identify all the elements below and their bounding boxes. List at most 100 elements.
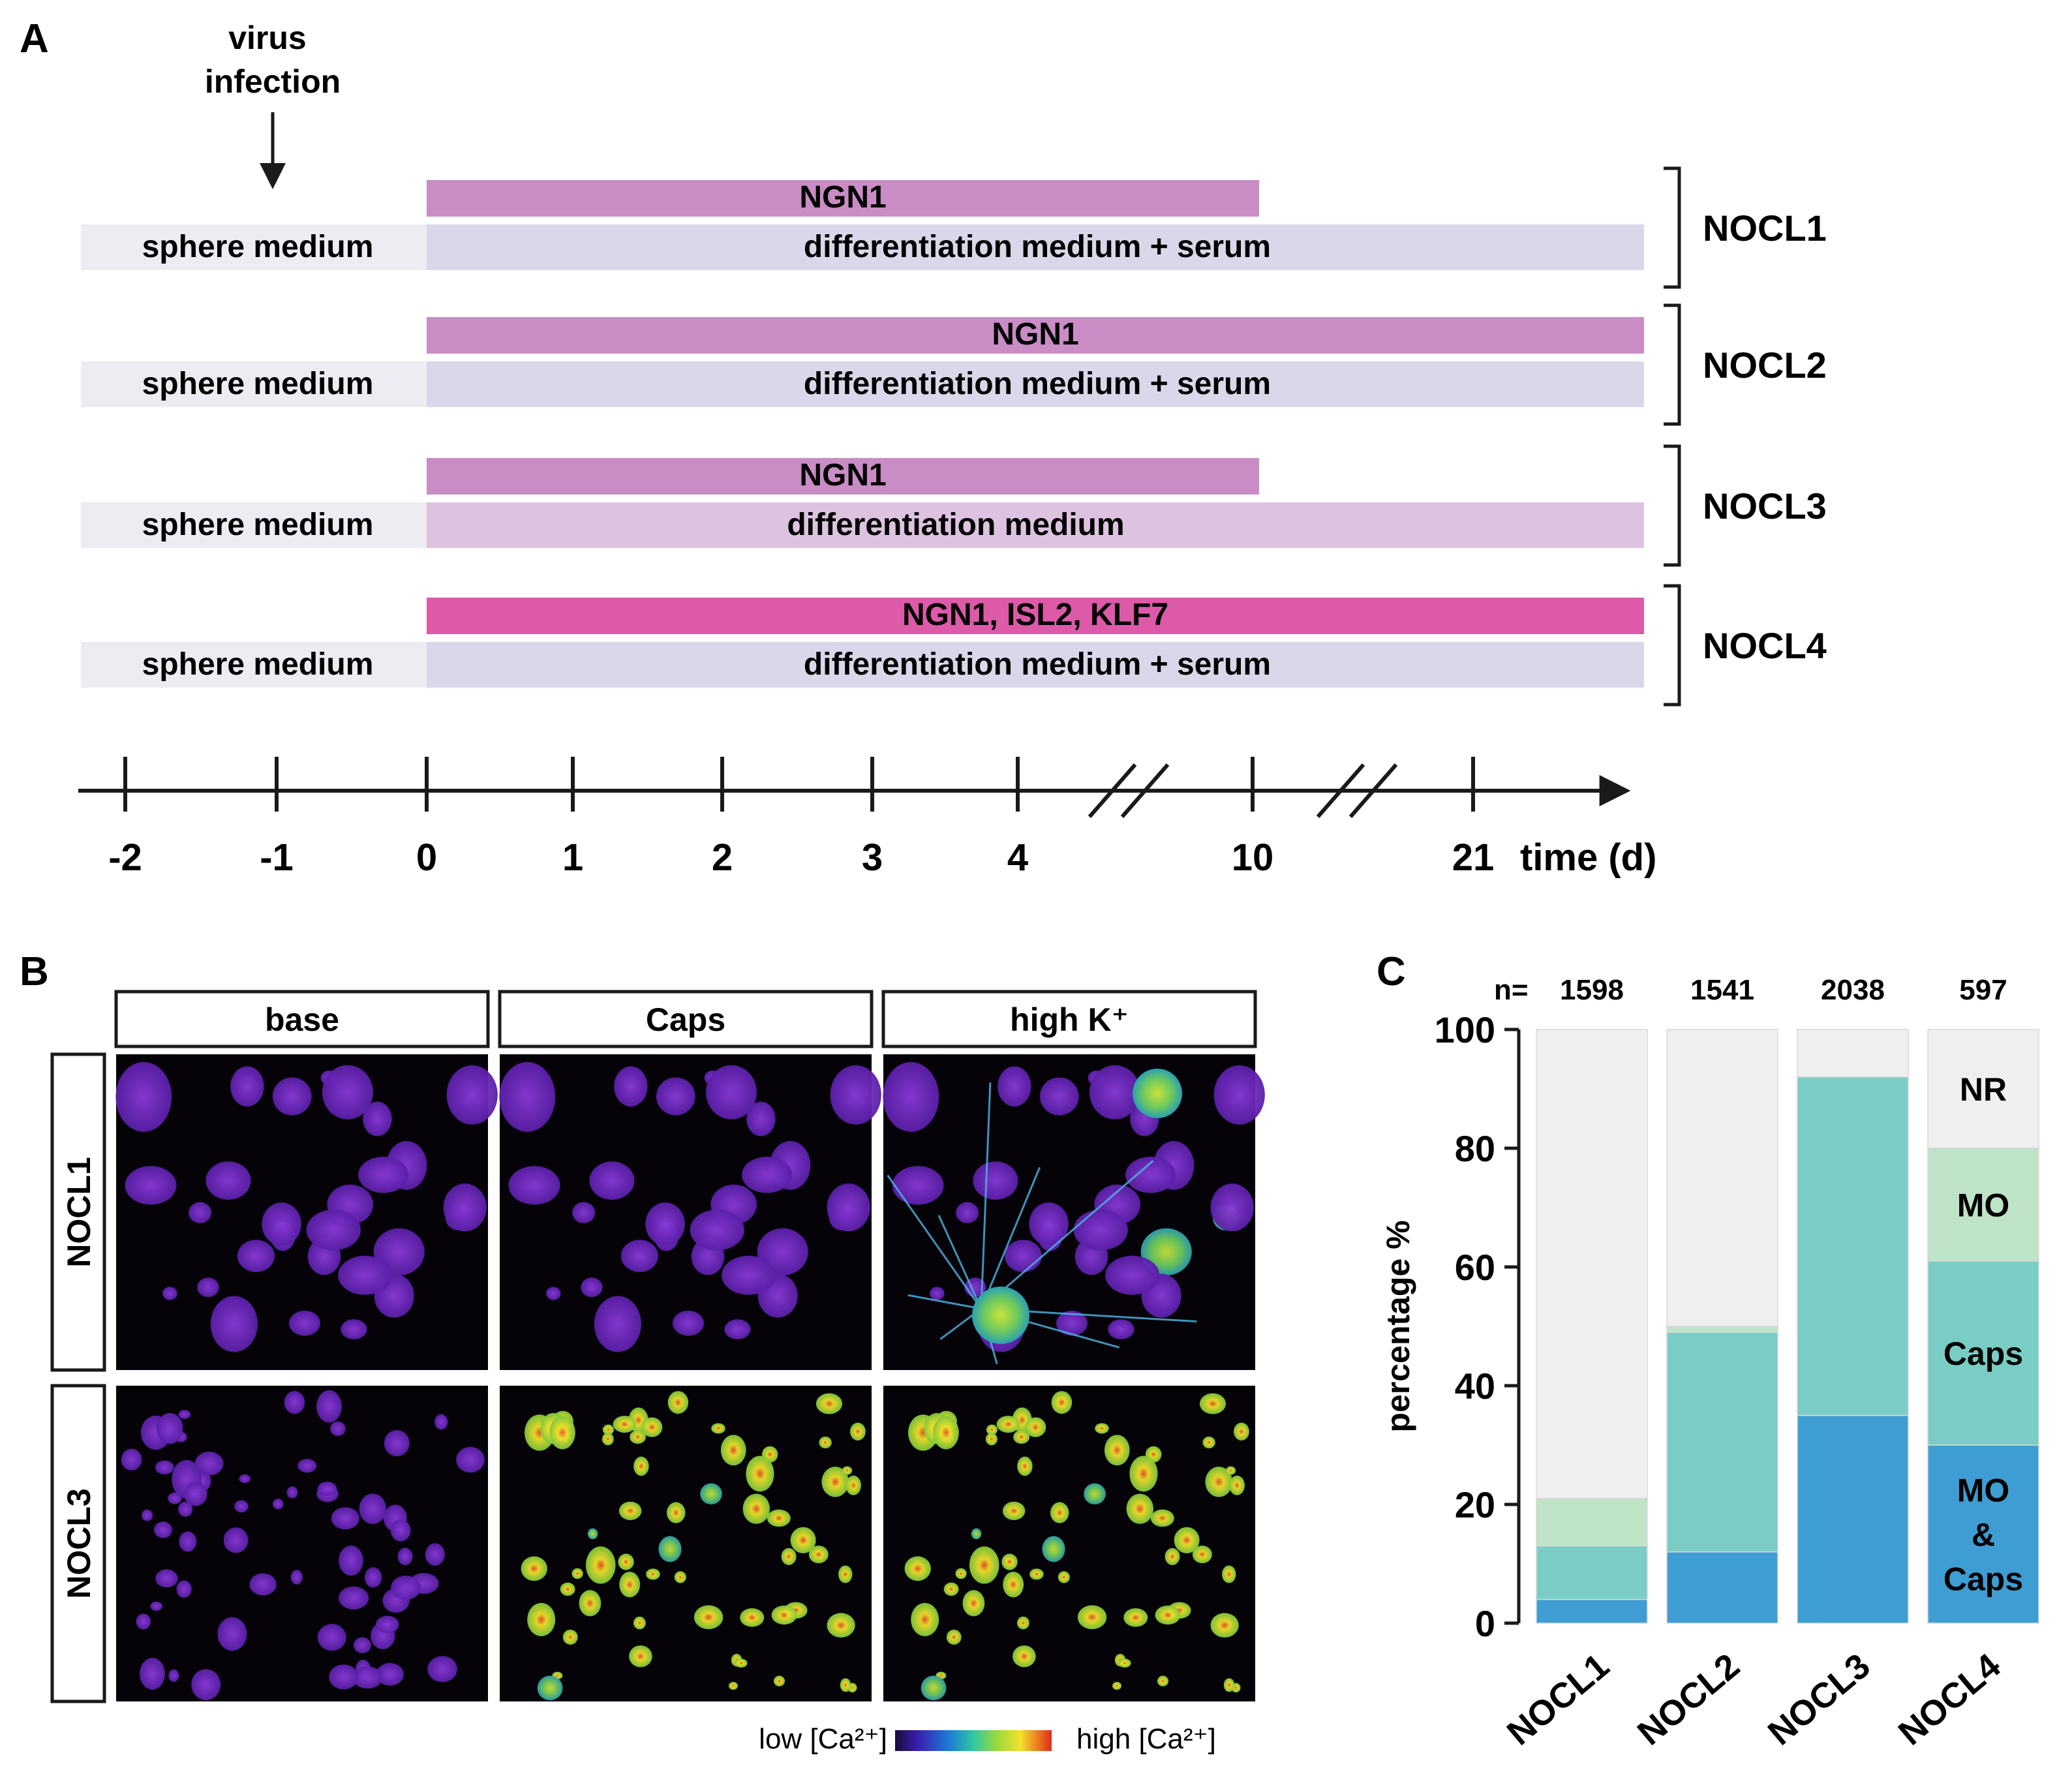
group-bracket [1664,584,1681,707]
factor-bar [427,180,1259,217]
protocol-row-nocl4: NGN1, ISL2, KLF7 sphere medium differentia… [81,584,1827,707]
bar-segment-caps [1666,1332,1778,1553]
timeline-tick-label: 3 [862,836,883,879]
sphere-medium-bar [81,502,427,548]
bar-nocl4: MO & Caps Caps MO NR [1927,1029,2039,1624]
bar-segment-mo [1536,1498,1648,1547]
row-header-label: NOCL1 [61,1157,97,1267]
calcium-image-nocl1-1 [499,1054,881,1370]
column-header-box [498,990,874,1048]
bar-segment-nr [1797,1029,1909,1078]
bar-segment-nr [1536,1029,1648,1499]
x-tick-label: NOCL1 [1500,1646,1617,1753]
sphere-medium-label: sphere medium [142,508,374,542]
column-header-box [881,990,1257,1048]
column-header-box [114,990,490,1048]
protocol-row-nocl2: NGN1 sphere medium differentiation medium … [81,303,1827,426]
protocol-row-nocl3: NGN1 sphere medium differentiation medium N… [81,444,1827,567]
bar-segment-mo [1666,1326,1778,1333]
differentiation-medium-label: differentiation medium + serum [804,230,1271,264]
segment-label: Caps [1943,1561,2023,1598]
timeline-tick-label: 0 [416,836,437,879]
n-value: 1598 [1560,974,1624,1006]
sphere-medium-bar [81,224,427,270]
sphere-medium-label: sphere medium [142,367,374,401]
differentiation-medium-bar [427,361,1644,407]
factor-bar [427,598,1644,634]
factor-label: NGN1 [992,317,1078,352]
group-label: NOCL3 [1703,485,1827,526]
x-tick-label: NOCL4 [1891,1646,2008,1753]
calcium-image-nocl3-2 [883,1386,1255,1701]
axis-break-mark [1316,763,1365,818]
panel-b: B base Caps high K⁺ NOCL1 NOCL3 low [Ca²⁺] h… [20,949,1265,1755]
bar-segment-mo [1927,1148,2039,1262]
sphere-medium-label: sphere medium [142,230,374,264]
protocol-row-nocl1: NGN1 sphere medium differentiation medium … [81,166,1827,289]
colorbar-low-label: low [Ca²⁺] [759,1723,887,1755]
calcium-image-nocl3-1 [500,1386,872,1701]
time-axis-unit: time (d) [1520,836,1656,879]
timeline-tick-label: 10 [1232,836,1274,879]
factor-label: NGN1 [799,458,886,493]
bar-segment-nr [1927,1029,2039,1149]
differentiation-medium-bar [427,502,1644,548]
axis-break-mark [1120,763,1170,818]
sphere-medium-label: sphere medium [142,647,374,682]
timeline-tick-label: 1 [562,836,583,879]
bar-segment-mo-caps [1666,1551,1778,1624]
bar-nocl3 [1797,1029,1909,1624]
group-bracket [1664,444,1681,567]
differentiation-medium-bar [427,642,1644,688]
bar-nocl2 [1666,1029,1778,1624]
y-tick-label: 60 [1455,1247,1495,1288]
calcium-image-nocl3-0 [116,1386,488,1701]
bar-nocl1 [1536,1029,1648,1624]
n-value: 597 [1959,974,2007,1006]
timeline-tick-label: 2 [712,836,733,879]
y-tick-label: 0 [1475,1603,1495,1644]
n-value: 1541 [1690,974,1754,1006]
group-label: NOCL4 [1703,625,1827,666]
timeline-tick-label: 21 [1452,836,1495,879]
virus-infection-label-line1: virus [228,20,307,56]
factor-bar [427,317,1644,354]
timeline-tick-label: 4 [1007,836,1028,879]
column-header-label: Caps [646,1001,725,1038]
y-tick-label: 40 [1455,1365,1495,1407]
bar-segment-nr [1666,1029,1778,1327]
timeline-tick-label: -1 [260,836,294,879]
sphere-medium-bar [81,361,427,407]
group-bracket [1664,303,1681,426]
y-tick-label: 100 [1435,1009,1495,1050]
segment-label: & [1972,1517,1995,1553]
group-bracket [1664,166,1681,289]
row-header-label: NOCL3 [61,1488,97,1598]
group-label: NOCL1 [1703,207,1827,249]
panel-a-label: A [20,16,49,61]
column-header-label: base [265,1001,339,1038]
segment-label: MO [1957,1472,2010,1509]
colorbar-high-label: high [Ca²⁺] [1076,1723,1216,1755]
row-header-box [50,1384,106,1703]
segment-label: MO [1957,1187,2010,1223]
factor-bar [427,458,1259,495]
factor-label: NGN1, ISL2, KLF7 [902,598,1168,632]
bar-segment-caps [1797,1076,1909,1416]
bar-segment-caps [1927,1260,2039,1446]
calcium-image-nocl1-2 [883,1054,1265,1370]
panel-a: A virus infection NGN1 sphere medium diffe… [20,16,1827,879]
axis-break-mark [1348,763,1398,818]
panel-c-label: C [1377,949,1406,994]
n-value: 2038 [1821,974,1885,1006]
bar-segment-mo-caps [1927,1444,2039,1624]
bar-segment-caps [1536,1545,1648,1600]
y-axis-label: percentage % [1380,1220,1416,1432]
segment-label: NR [1960,1071,2007,1108]
row-header-box [50,1052,106,1372]
calcium-image-nocl1-0 [115,1054,498,1370]
segment-label: Caps [1943,1335,2023,1372]
timeline-tick-label: -2 [108,836,142,879]
factor-label: NGN1 [799,180,886,215]
